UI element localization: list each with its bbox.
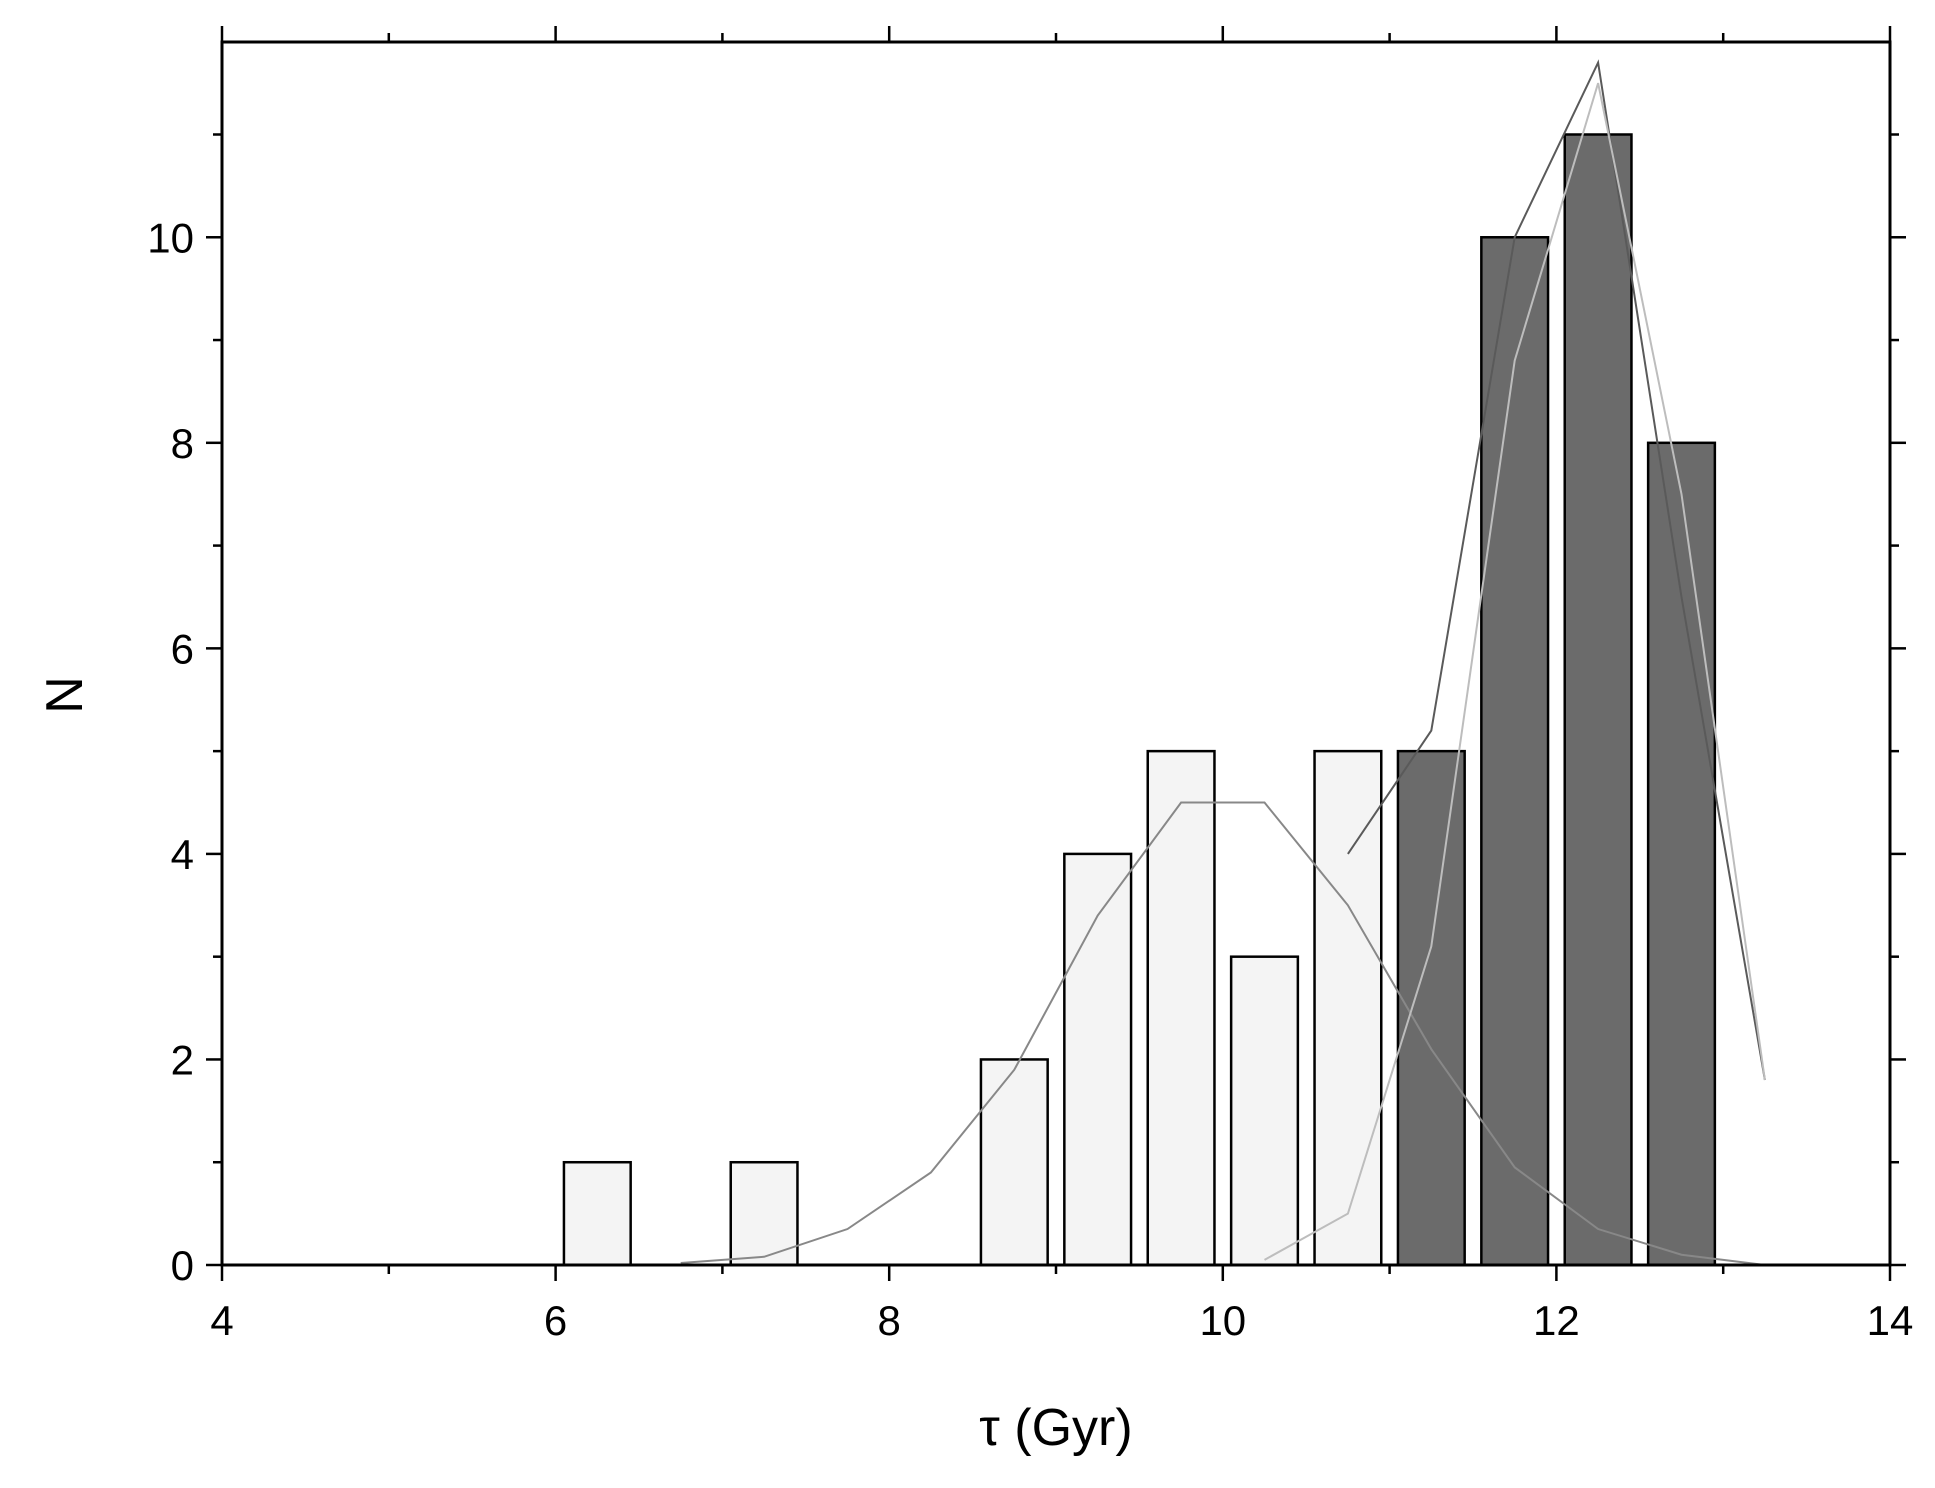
- bar-series2-3: [1646, 441, 1717, 1267]
- bar-series1-5: [1229, 955, 1300, 1267]
- ticks-layer: [206, 26, 1906, 1281]
- x-tick-label-8: 8: [878, 1297, 901, 1344]
- x-tick-label-14: 14: [1867, 1297, 1914, 1344]
- y-tick-label-6: 6: [171, 625, 194, 672]
- fit-curve-2: [1347, 59, 1766, 1081]
- y-tick-label-10: 10: [147, 214, 194, 261]
- tick-labels-layer: 4 6 8 10 12 14 0 2 4 6 8 10: [147, 214, 1913, 1344]
- plot-frame: [220, 40, 1892, 1267]
- x-tick-label-4: 4: [210, 1297, 233, 1344]
- bar-series1-0: [562, 1160, 632, 1267]
- x-tick-label-12: 12: [1533, 1297, 1580, 1344]
- y-tick-label-8: 8: [171, 420, 194, 467]
- fit-curve-3: [1264, 82, 1766, 1261]
- bar-series2-2: [1563, 133, 1633, 1267]
- bars-layer: [562, 133, 1717, 1267]
- y-tick-label-0: 0: [171, 1242, 194, 1289]
- x-tick-label-6: 6: [544, 1297, 567, 1344]
- bar-series2-1: [1480, 236, 1550, 1267]
- bar-series1-4: [1146, 749, 1216, 1267]
- y-tick-label-2: 2: [171, 1036, 194, 1083]
- bar-series1-2: [979, 1058, 1049, 1267]
- bar-series1-1: [729, 1160, 799, 1267]
- bar-series2-0: [1396, 749, 1466, 1267]
- y-axis-title: N: [36, 676, 94, 714]
- x-axis-title: τ (Gyr): [979, 1399, 1132, 1457]
- bar-series1-6: [1313, 749, 1383, 1267]
- curves-layer: [680, 59, 1766, 1266]
- x-tick-label-10: 10: [1199, 1297, 1246, 1344]
- fit-curve-1: [680, 801, 1766, 1266]
- bar-series1-3: [1063, 852, 1133, 1267]
- y-tick-label-4: 4: [171, 831, 194, 878]
